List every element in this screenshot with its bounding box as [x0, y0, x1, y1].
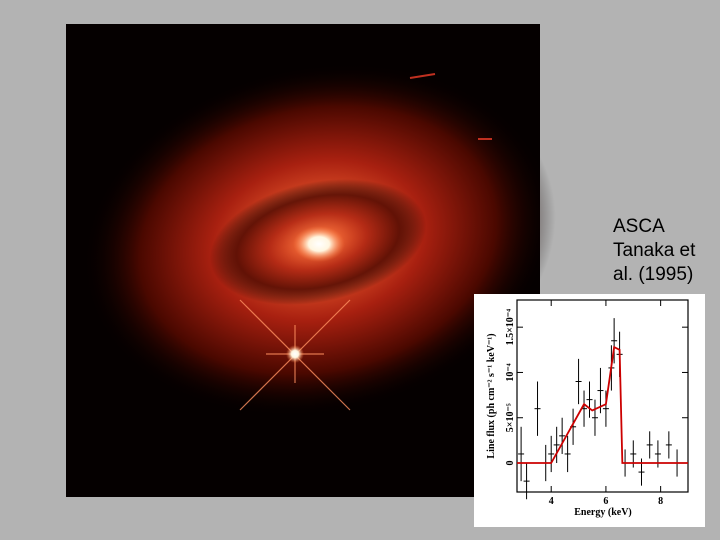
galaxy-image [66, 24, 556, 497]
x-tick-label: 8 [658, 496, 663, 507]
x-tick-label: 4 [549, 496, 554, 507]
x-axis-label: Energy (keV) [574, 507, 632, 518]
x-tick-label: 6 [603, 496, 608, 507]
y-tick-label: 10⁻⁴ [505, 363, 516, 381]
plot-frame [516, 299, 689, 493]
y-tick-label: 5×10⁻⁵ [505, 403, 516, 432]
model-line [517, 345, 688, 464]
annotation: ASCA [613, 216, 665, 237]
annotation: Tanaka et [613, 240, 696, 261]
y-axis-label: Line flux (ph cm⁻² s⁻¹ keV⁻¹) [486, 333, 497, 458]
y-tick-label: 0 [505, 461, 516, 466]
y-tick-label: 1.5×10⁻⁴ [505, 309, 516, 345]
annotation: al. (1995) [613, 264, 693, 285]
